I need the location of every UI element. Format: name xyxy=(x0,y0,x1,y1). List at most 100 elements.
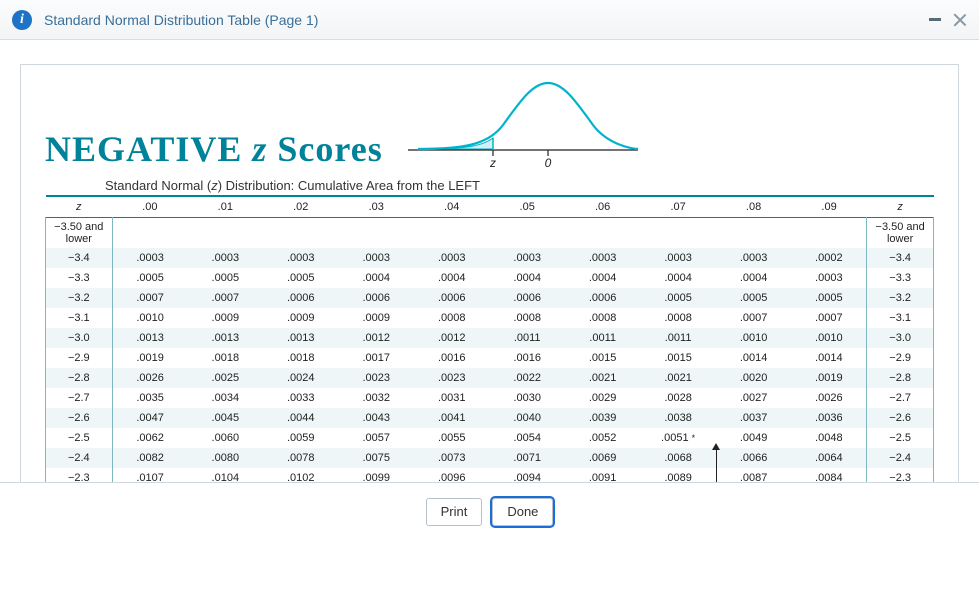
col-header: .09 xyxy=(791,196,866,218)
table-cell: .0003 xyxy=(489,248,564,268)
table-cell: .0004 xyxy=(339,268,414,288)
document-panel: NEGATIVE z Scores z 0 Standard Normal ( z… xyxy=(20,64,959,540)
table-cell: .0006 xyxy=(489,288,564,308)
table-cell: .0048 xyxy=(791,428,866,448)
z-header: z xyxy=(46,196,113,218)
table-cell: .0080 xyxy=(188,448,263,468)
table-cell: .0057 xyxy=(339,428,414,448)
table-cell: .0030 xyxy=(489,388,564,408)
table-body: −3.50 and lower.0001−3.50 and lower−3.4.… xyxy=(46,218,934,489)
table-cell: .0006 xyxy=(565,288,640,308)
z-label-left: −3.50 and lower xyxy=(46,218,113,249)
z-label-left: −3.1 xyxy=(46,308,113,328)
table-cell: .0004 xyxy=(716,268,791,288)
table-cell: .0004 xyxy=(489,268,564,288)
table-cell: .0005 xyxy=(791,288,866,308)
table-cell: .0003 xyxy=(716,248,791,268)
print-button[interactable]: Print xyxy=(426,498,483,526)
table-cell: .0005 xyxy=(188,268,263,288)
table-cell: .0059 xyxy=(263,428,338,448)
table-cell: .0009 xyxy=(339,308,414,328)
table-cell: .0004 xyxy=(640,268,715,288)
table-cell: .0003 xyxy=(263,248,338,268)
table-cell xyxy=(414,218,489,249)
caption-pre: Standard Normal ( xyxy=(105,178,211,193)
table-cell: .0004 xyxy=(414,268,489,288)
z-score-table: z.00.01.02.03.04.05.06.07.08.09z −3.50 a… xyxy=(45,195,934,488)
table-cell: .0021 xyxy=(640,368,715,388)
z-label-left: −3.3 xyxy=(46,268,113,288)
table-cell: .0006 xyxy=(339,288,414,308)
table-cell: .0026 xyxy=(791,388,866,408)
z-label-right: −3.1 xyxy=(867,308,934,328)
heading-text-1: NEGATIVE xyxy=(45,129,252,169)
table-row: −3.2.0007.0007.0006.0006.0006.0006.0006.… xyxy=(46,288,934,308)
table-row: −2.6.0047.0045.0044.0043.0041.0040.0039.… xyxy=(46,408,934,428)
table-cell: .0014 xyxy=(791,348,866,368)
z-label-right: −2.7 xyxy=(867,388,934,408)
table-cell xyxy=(339,218,414,249)
table-cell: .0015 xyxy=(640,348,715,368)
window-title: Standard Normal Distribution Table (Page… xyxy=(44,12,929,28)
table-cell: .0020 xyxy=(716,368,791,388)
table-cell: .0003 xyxy=(640,248,715,268)
table-row: −3.1.0010.0009.0009.0009.0008.0008.0008.… xyxy=(46,308,934,328)
z-label-right: −2.5 xyxy=(867,428,934,448)
table-row: −3.50 and lower.0001−3.50 and lower xyxy=(46,218,934,249)
z-label-left: −2.5 xyxy=(46,428,113,448)
heading-italic-z: z xyxy=(252,129,267,169)
table-cell: .0007 xyxy=(791,308,866,328)
minimize-icon[interactable] xyxy=(929,18,941,21)
table-cell: .0052 xyxy=(565,428,640,448)
z-label-right: −2.8 xyxy=(867,368,934,388)
button-bar: Print Done xyxy=(0,482,979,540)
table-header-row: z.00.01.02.03.04.05.06.07.08.09z xyxy=(46,196,934,218)
table-cell: .0068 xyxy=(640,448,715,468)
col-header: .05 xyxy=(489,196,564,218)
table-cell: .0023 xyxy=(414,368,489,388)
close-icon[interactable] xyxy=(953,13,967,27)
table-cell: .0005 xyxy=(112,268,187,288)
z-label-left: −2.4 xyxy=(46,448,113,468)
z-label-right: −3.0 xyxy=(867,328,934,348)
z-label-right: −3.3 xyxy=(867,268,934,288)
heading-text-2: Scores xyxy=(267,129,382,169)
curve-zero-label: 0 xyxy=(544,156,551,170)
table-cell: .0003 xyxy=(188,248,263,268)
heading-row: NEGATIVE z Scores z 0 xyxy=(45,75,934,170)
table-cell: .0047 xyxy=(112,408,187,428)
table-cell: .0003 xyxy=(414,248,489,268)
table-row: −2.7.0035.0034.0033.0032.0031.0030.0029.… xyxy=(46,388,934,408)
table-cell xyxy=(716,218,791,249)
table-cell: .0002 xyxy=(791,248,866,268)
table-row: −3.3.0005.0005.0005.0004.0004.0004.0004.… xyxy=(46,268,934,288)
z-label-left: −2.6 xyxy=(46,408,113,428)
table-cell: .0028 xyxy=(640,388,715,408)
table-cell: .0009 xyxy=(188,308,263,328)
table-cell: .0014 xyxy=(716,348,791,368)
table-cell: .0034 xyxy=(188,388,263,408)
table-cell: .0043 xyxy=(339,408,414,428)
curve-z-label: z xyxy=(489,156,496,170)
z-label-right: −2.6 xyxy=(867,408,934,428)
table-cell: .0016 xyxy=(489,348,564,368)
table-cell xyxy=(489,218,564,249)
table-cell: .0015 xyxy=(565,348,640,368)
normal-curve-icon: z 0 xyxy=(403,75,643,170)
table-cell: .0064 xyxy=(791,448,866,468)
z-label-left: −2.9 xyxy=(46,348,113,368)
table-cell: .0082 xyxy=(112,448,187,468)
table-row: −3.4.0003.0003.0003.0003.0003.0003.0003.… xyxy=(46,248,934,268)
table-cell: .0011 xyxy=(565,328,640,348)
window-header: i Standard Normal Distribution Table (Pa… xyxy=(0,0,979,40)
table-cell: .0007 xyxy=(188,288,263,308)
table-cell: .0060 xyxy=(188,428,263,448)
table-row: −2.8.0026.0025.0024.0023.0023.0022.0021.… xyxy=(46,368,934,388)
col-header: .02 xyxy=(263,196,338,218)
table-cell: .0069 xyxy=(565,448,640,468)
table-row: −2.4.0082.0080.0078.0075.0073.0071.0069.… xyxy=(46,448,934,468)
info-icon: i xyxy=(12,10,32,30)
table-cell xyxy=(791,218,866,249)
table-cell: .0054 xyxy=(489,428,564,448)
done-button[interactable]: Done xyxy=(492,498,553,526)
